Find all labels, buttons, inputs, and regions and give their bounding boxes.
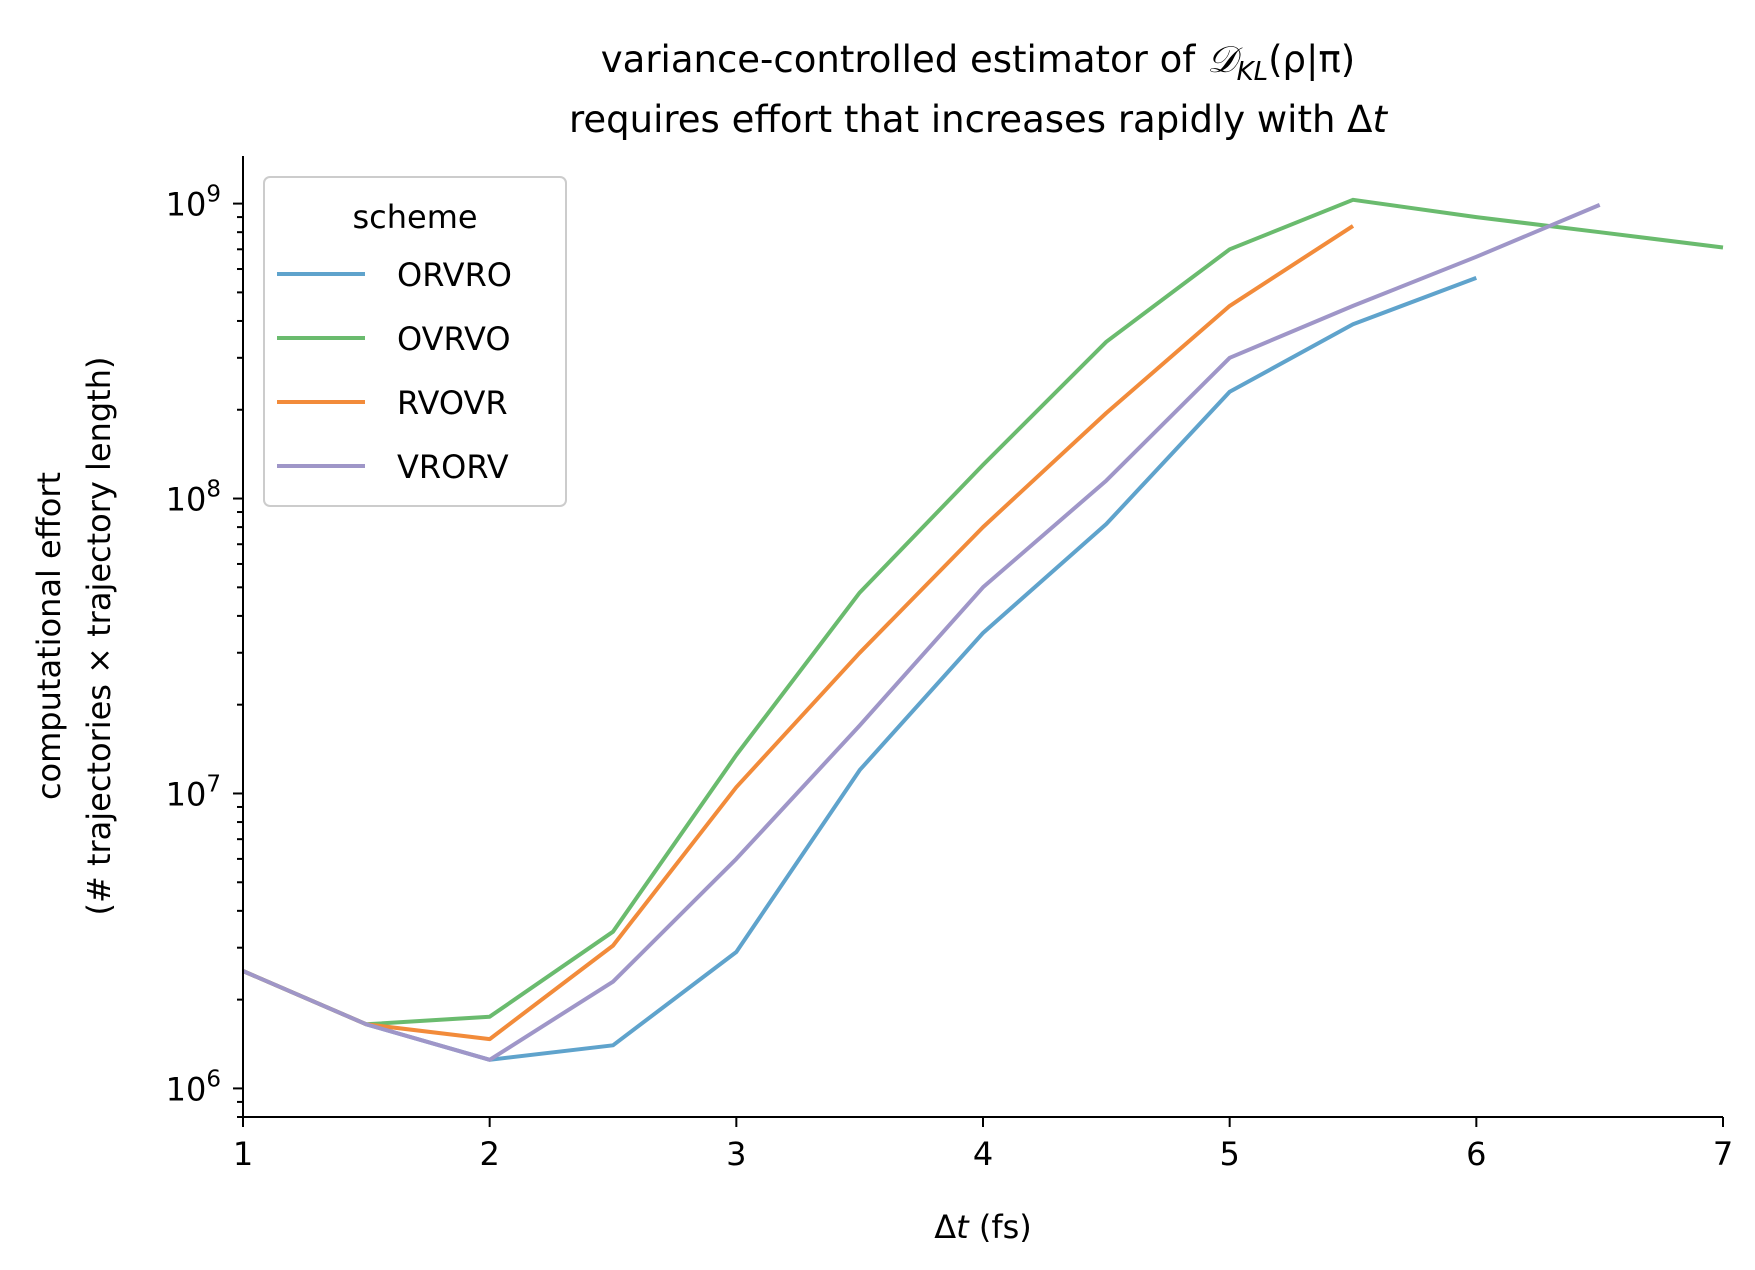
x-tick-label: 5 <box>1219 1135 1239 1173</box>
series-line-ovrvo <box>242 197 1724 1027</box>
legend-label-ovrvo: OVRVO <box>397 320 511 358</box>
x-tick-label: 1 <box>233 1135 253 1173</box>
y-tick-label: 106 <box>166 1066 221 1108</box>
series-lines <box>242 197 1724 1062</box>
chart-title-line-1: variance-controlled estimator of 𝒟KL(ρ|π… <box>601 38 1355 87</box>
chart-title-line-2: requires effort that increases rapidly w… <box>569 98 1389 141</box>
legend-frame <box>263 176 567 507</box>
x-tick-label: 7 <box>1713 1135 1733 1173</box>
x-tick-label: 3 <box>726 1135 746 1173</box>
x-axis-label: Δt (fs) <box>934 1208 1032 1246</box>
y-tick-label: 108 <box>166 477 221 519</box>
y-tick-label: 109 <box>166 182 221 224</box>
series-line-vrorv <box>242 203 1601 1062</box>
y-ticks: 106 107 108 109 <box>166 182 243 1118</box>
x-tick-label: 6 <box>1466 1135 1486 1173</box>
y-axis-label-line-2: (# trajectories × trajectory length) <box>80 357 118 916</box>
legend-title: scheme <box>352 198 477 236</box>
legend-label-vrorv: VRORV <box>397 448 509 486</box>
legend-label-orvro: ORVRO <box>397 256 512 294</box>
y-axis-label-line-1: computational effort <box>30 472 68 800</box>
x-tick-label: 2 <box>479 1135 499 1173</box>
legend-label-rvovr: RVOVR <box>397 384 508 422</box>
x-tick-label: 4 <box>973 1135 993 1173</box>
legend-items: ORVRO OVRVO RVOVR VRORV <box>277 256 512 486</box>
legend: scheme ORVRO OVRVO RVOVR VRORV <box>263 176 567 507</box>
series-line-rvovr <box>242 224 1355 1042</box>
x-ticks: 1 2 3 4 5 6 7 <box>233 1117 1733 1173</box>
y-tick-label: 107 <box>166 771 221 813</box>
